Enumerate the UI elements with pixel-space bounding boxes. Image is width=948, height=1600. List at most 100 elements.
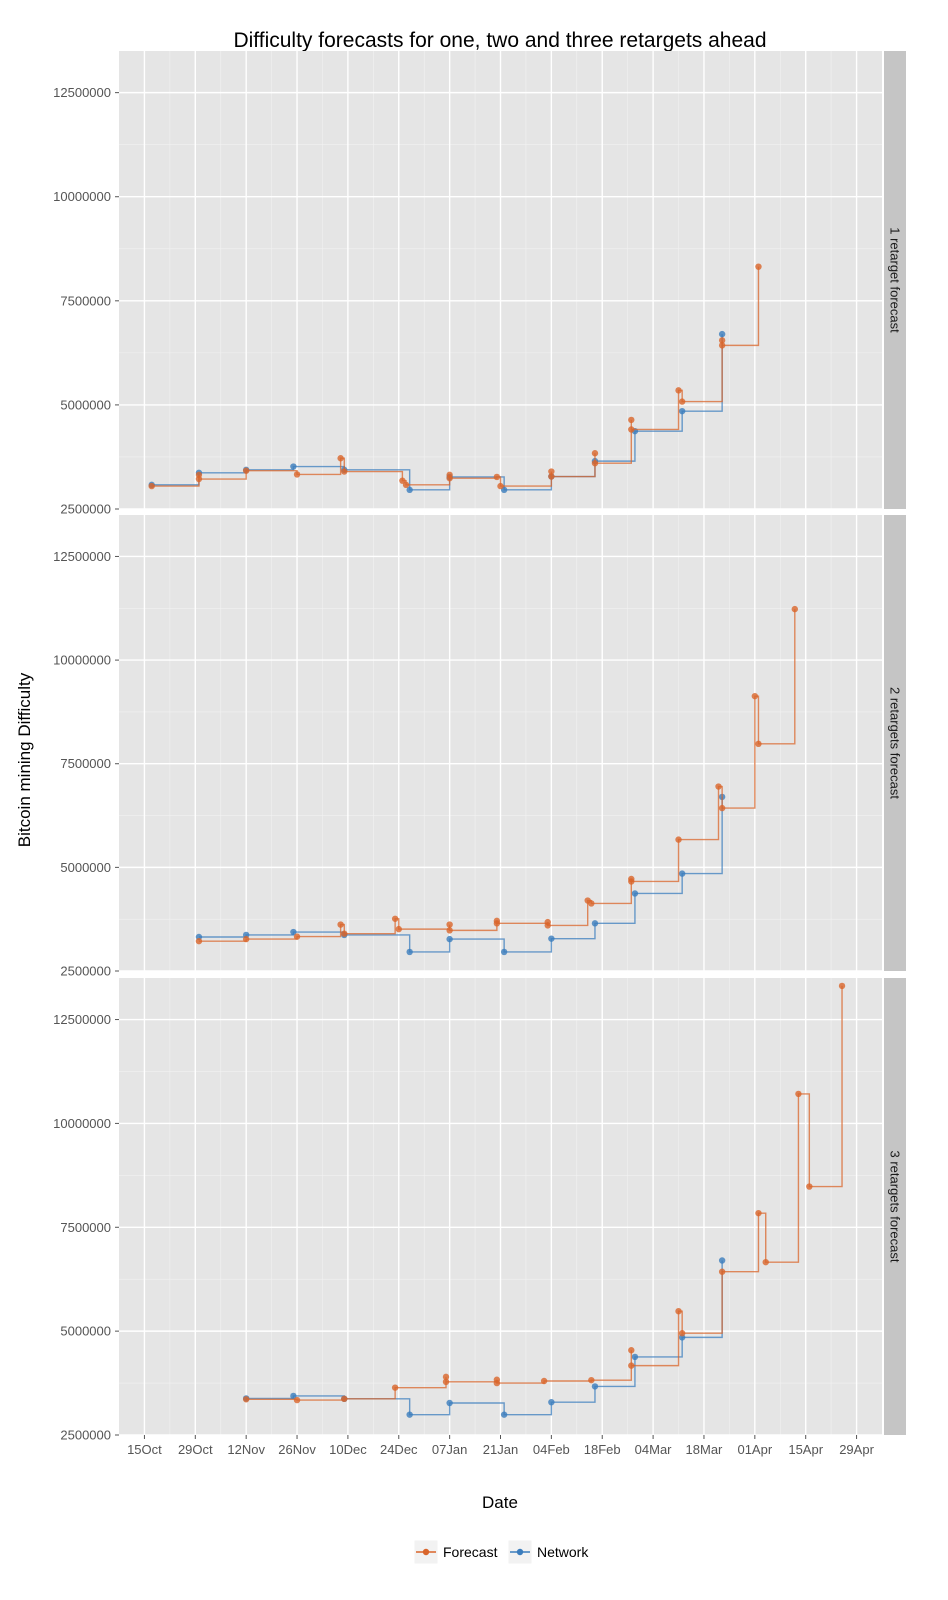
data-point-forecast (442, 1373, 450, 1381)
facet-strip-label: 1 retarget forecast (888, 227, 903, 333)
y-axis-2: 2500000 5000000 7500000 10000000 12500000 (53, 549, 119, 979)
x-tick-label: 15Oct (127, 1442, 162, 1457)
series-forecast (195, 605, 798, 945)
data-point-network (678, 407, 686, 415)
data-point-forecast (718, 342, 726, 349)
legend-item-forecast: Forecast (413, 1539, 498, 1565)
data-point-forecast (395, 925, 402, 933)
data-point-forecast (391, 915, 399, 922)
data-point-forecast (548, 473, 555, 480)
major-gridlines (119, 51, 882, 510)
x-tick-label: 29Oct (178, 1442, 213, 1457)
data-point-forecast (540, 1377, 548, 1385)
data-point-forecast (337, 921, 344, 928)
data-point-forecast (755, 263, 762, 270)
data-point-forecast (628, 1362, 635, 1369)
data-point-forecast (402, 481, 410, 489)
x-tick-label: 04Mar (635, 1442, 673, 1457)
data-point-forecast (715, 783, 722, 790)
data-point-network (718, 330, 726, 338)
data-point-forecast (628, 426, 635, 433)
data-point-forecast (588, 1376, 595, 1384)
data-point-forecast (628, 416, 635, 424)
y-tick-label: 12500000 (53, 1012, 111, 1027)
data-point-network (446, 1399, 453, 1407)
y-axis-1: 2500000 5000000 7500000 10000000 12500000 (53, 85, 119, 517)
data-point-network (406, 1411, 413, 1418)
y-tick-label: 5000000 (60, 397, 111, 412)
data-point-forecast (195, 937, 203, 945)
series-forecast (242, 982, 846, 1404)
data-point-forecast (341, 930, 348, 937)
data-point-forecast (795, 1090, 802, 1098)
data-point-forecast (806, 1183, 813, 1190)
data-point-forecast (678, 398, 686, 405)
x-tick-label: 24Dec (380, 1442, 418, 1457)
data-point-forecast (446, 921, 453, 928)
data-point-forecast (755, 740, 762, 748)
data-point-network (500, 1411, 508, 1418)
x-tick-label: 07Jan (432, 1442, 467, 1457)
data-point-forecast (195, 475, 203, 483)
legend-label: Network (537, 1544, 589, 1560)
data-point-network (548, 935, 555, 942)
x-tick-label: 18Mar (686, 1442, 724, 1457)
facet-strip-label: 3 retargets forecast (888, 1151, 903, 1263)
major-gridlines (119, 515, 882, 972)
data-point-network (631, 890, 639, 897)
data-point-forecast (591, 460, 599, 467)
facet-strip (884, 978, 906, 1435)
data-point-forecast (493, 1379, 501, 1387)
chart-title: Difficulty forecasts for one, two and th… (233, 29, 766, 52)
y-axis-title: Bitcoin mining Difficulty (15, 672, 34, 847)
facet-strip (884, 51, 906, 509)
data-point-forecast (242, 1396, 250, 1403)
x-tick-label: 15Apr (788, 1442, 823, 1457)
y-tick-label: 2500000 (60, 964, 111, 979)
data-point-forecast (628, 878, 635, 885)
data-point-forecast (675, 836, 682, 843)
data-point-network (290, 1392, 297, 1400)
x-tick-label: 21Jan (483, 1442, 518, 1457)
data-point-forecast (588, 900, 595, 907)
data-point-forecast (718, 1268, 726, 1275)
data-point-forecast (493, 473, 501, 481)
data-point-network (591, 920, 599, 927)
y-tick-label: 2500000 (60, 1428, 111, 1443)
data-point-forecast (293, 933, 301, 940)
data-point-forecast (391, 1384, 399, 1391)
facet-strip (884, 515, 906, 971)
x-axis-title: Date (482, 1493, 518, 1512)
data-point-forecast (442, 1378, 450, 1386)
data-point-forecast (293, 471, 301, 478)
legend-key-point (516, 1548, 524, 1556)
y-tick-label: 2500000 (60, 502, 111, 517)
data-point-forecast (341, 468, 348, 475)
panel-3: 2500000 5000000 7500000 10000000 12500000 3 r… (53, 978, 906, 1443)
data-point-network (591, 1383, 599, 1390)
data-point-forecast (399, 477, 406, 484)
series-forecast (148, 263, 762, 490)
data-point-forecast (148, 482, 155, 490)
data-point-forecast (548, 468, 555, 475)
data-point-forecast (675, 1307, 682, 1315)
x-tick-label: 18Feb (584, 1442, 621, 1457)
data-point-forecast (446, 474, 453, 482)
data-point-forecast (678, 1330, 686, 1337)
y-tick-label: 7500000 (60, 293, 111, 308)
data-point-network (631, 1353, 639, 1361)
data-point-forecast (242, 467, 250, 474)
legend-item-network: Network (507, 1539, 589, 1565)
y-tick-label: 7500000 (60, 756, 111, 771)
data-point-network (290, 928, 297, 936)
x-tick-label: 12Nov (227, 1442, 265, 1457)
data-point-forecast (751, 692, 759, 700)
data-point-forecast (293, 1396, 301, 1404)
y-tick-label: 5000000 (60, 860, 111, 875)
data-point-forecast (341, 1395, 348, 1403)
data-point-forecast (718, 337, 726, 344)
data-point-forecast (493, 920, 501, 927)
y-tick-label: 12500000 (53, 549, 111, 564)
facet-strip-label: 2 retargets forecast (888, 687, 903, 799)
